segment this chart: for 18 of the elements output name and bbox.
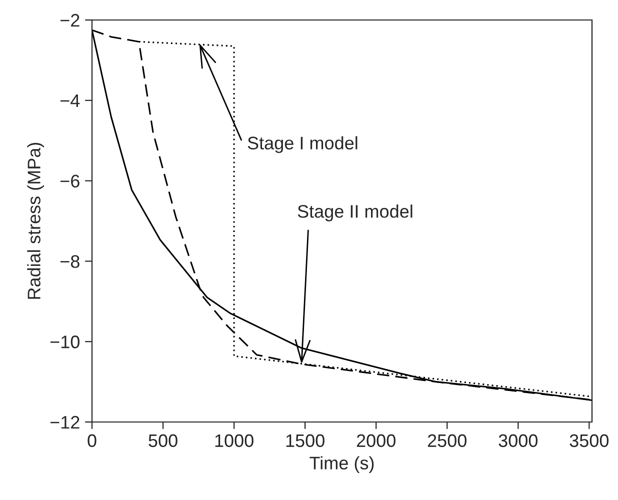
y-tick-label: −6: [60, 174, 80, 188]
y-tick-label: −12: [50, 416, 80, 429]
x-tick-label: 2500: [428, 434, 466, 448]
y-axis-title: Radial stress (MPa): [27, 142, 44, 299]
x-tick-label: 0: [88, 434, 96, 448]
x-tick-label: 1500: [286, 434, 324, 448]
annotation: Stage II model: [298, 204, 412, 222]
y-tick-label: −4: [60, 94, 80, 107]
y-tick-label: −8: [60, 255, 80, 268]
x-tick-label: 1000: [215, 434, 254, 448]
y-tick-label: −2: [60, 14, 80, 27]
x-axis-title: Time (s): [310, 456, 374, 474]
x-tick-label: 2000: [356, 434, 396, 448]
y-tick-label: −10: [50, 336, 80, 348]
x-tick-label: 3500: [570, 434, 609, 448]
annotation: Stage I model: [248, 136, 358, 154]
x-tick-label: 3000: [498, 434, 538, 448]
x-tick-label: 500: [148, 434, 178, 448]
